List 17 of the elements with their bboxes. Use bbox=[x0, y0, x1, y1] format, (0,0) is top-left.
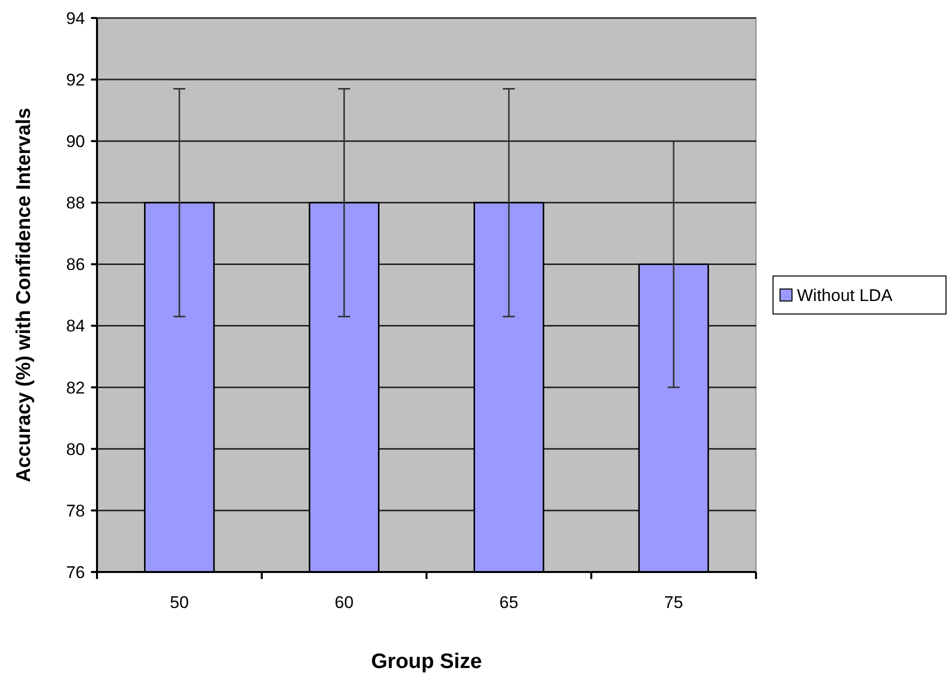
x-tick-label: 75 bbox=[664, 593, 684, 612]
y-tick-label: 94 bbox=[66, 8, 85, 28]
y-tick-label: 86 bbox=[66, 255, 85, 274]
x-axis-title: Group Size bbox=[371, 650, 482, 673]
y-tick-label: 90 bbox=[66, 132, 85, 152]
y-tick-label: 88 bbox=[66, 194, 85, 213]
y-tick-label: 92 bbox=[66, 70, 85, 90]
y-tick-label: 78 bbox=[66, 501, 85, 520]
y-tick-label: 82 bbox=[66, 378, 85, 398]
y-tick-label: 80 bbox=[66, 440, 85, 459]
y-tick-label: 84 bbox=[66, 316, 85, 336]
x-tick-label: 60 bbox=[334, 593, 354, 612]
y-tick-label: 76 bbox=[66, 562, 85, 582]
y-axis-title: Accuracy (%) with Confidence Intervals bbox=[13, 108, 35, 482]
legend-label: Without LDA bbox=[797, 286, 894, 305]
x-tick-label: 65 bbox=[499, 593, 518, 612]
x-tick-label: 50 bbox=[170, 593, 189, 612]
